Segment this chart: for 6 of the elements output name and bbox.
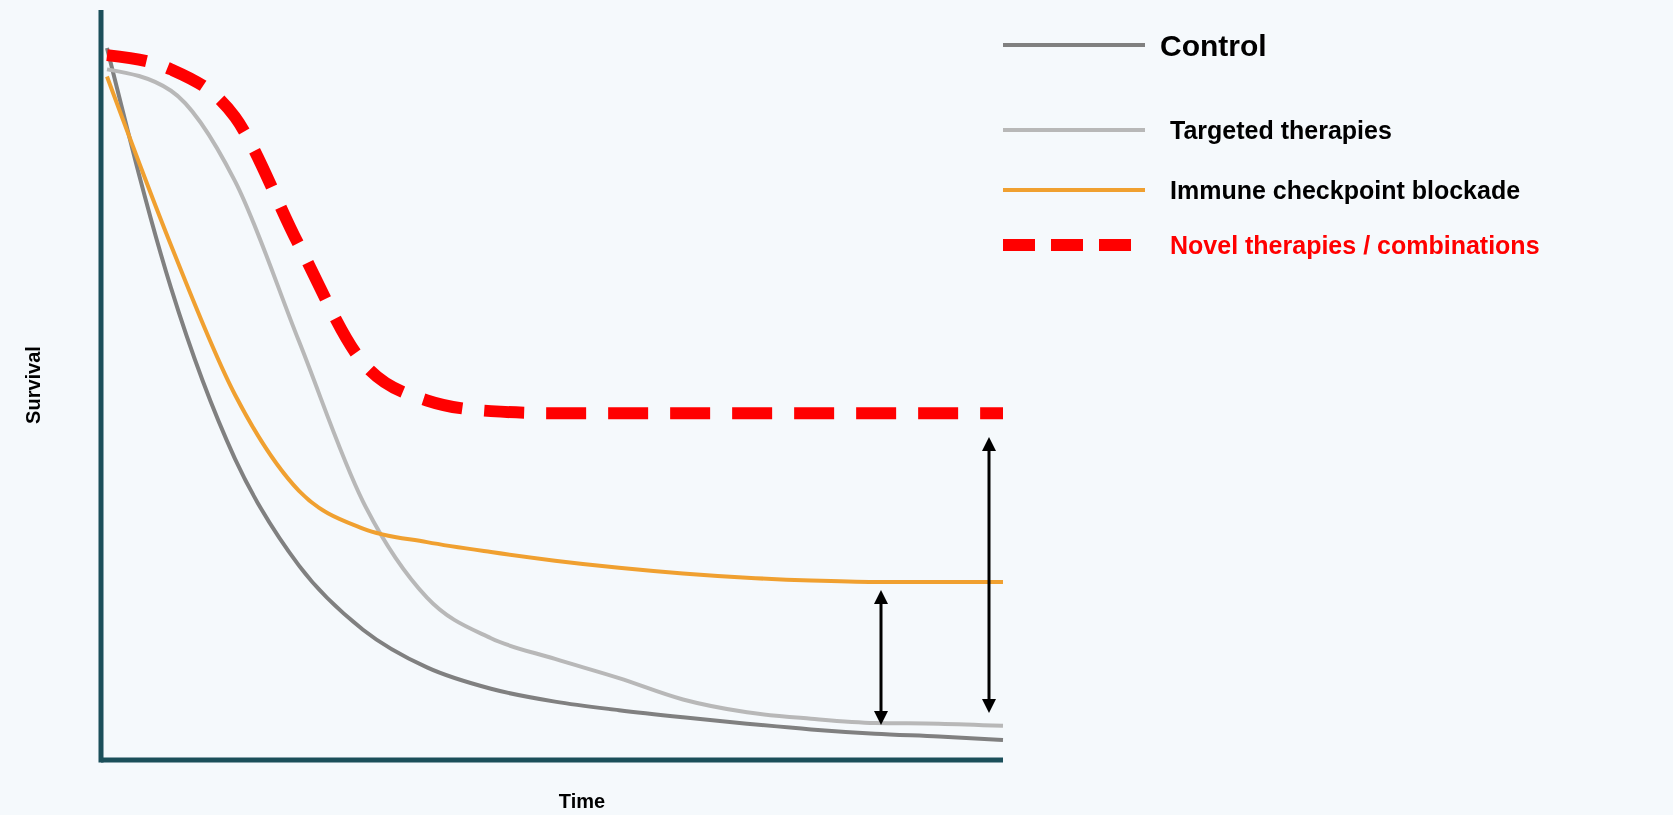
text: Novel therapies / combinations bbox=[1170, 230, 1540, 259]
x-axis-title: Time bbox=[558, 790, 606, 812]
legend-label: Control bbox=[1160, 28, 1267, 62]
y-axis-title: Survival bbox=[22, 346, 44, 424]
text: Targeted therapies bbox=[1170, 115, 1392, 144]
text: Immune checkpoint blockade bbox=[1170, 175, 1521, 204]
